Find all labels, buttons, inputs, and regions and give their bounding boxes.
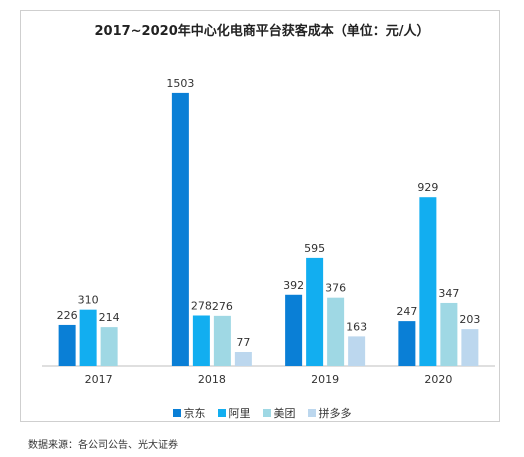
data-label-2017-京东: 226 bbox=[57, 309, 78, 322]
legend-item-美团: 美团 bbox=[262, 405, 296, 421]
bar-2019-美团 bbox=[327, 297, 345, 366]
data-label-2019-美团: 376 bbox=[325, 282, 346, 295]
data-label-2019-拼多多: 163 bbox=[346, 320, 367, 333]
legend-item-阿里: 阿里 bbox=[217, 405, 251, 421]
legend-swatch bbox=[172, 409, 181, 417]
bar-2018-阿里 bbox=[192, 315, 210, 366]
legend-label: 阿里 bbox=[228, 407, 251, 420]
legend-label: 拼多多 bbox=[318, 407, 352, 420]
source-note: 数据来源：各公司公告、光大证券 bbox=[28, 440, 178, 451]
bar-2020-阿里 bbox=[419, 197, 437, 366]
data-label-2017-美团: 214 bbox=[99, 311, 120, 324]
legend-item-京东: 京东 bbox=[172, 405, 206, 421]
legend-label: 京东 bbox=[183, 407, 206, 420]
data-label-2020-阿里: 929 bbox=[417, 181, 438, 194]
bar-2020-京东 bbox=[398, 321, 416, 366]
bar-2018-拼多多 bbox=[234, 352, 252, 366]
data-label-2018-京东: 1503 bbox=[166, 77, 194, 90]
x-tick-label-2018: 2018 bbox=[198, 373, 226, 386]
legend-swatch bbox=[307, 409, 316, 417]
bar-2017-美团 bbox=[100, 327, 118, 366]
bar-2019-拼多多 bbox=[348, 336, 366, 366]
legend-swatch bbox=[217, 409, 226, 417]
data-label-2019-京东: 392 bbox=[283, 279, 304, 292]
bar-2017-阿里 bbox=[79, 309, 97, 366]
x-tick-label-2017: 2017 bbox=[85, 373, 113, 386]
bar-2020-拼多多 bbox=[461, 329, 479, 366]
data-label-2020-美团: 347 bbox=[438, 287, 459, 300]
data-label-2018-拼多多: 77 bbox=[236, 336, 250, 349]
chart-title: 2017~2020年中心化电商平台获客成本（单位：元/人） bbox=[94, 24, 430, 39]
data-label-2020-拼多多: 203 bbox=[459, 313, 480, 326]
x-tick-label-2020: 2020 bbox=[424, 373, 452, 386]
bar-2018-京东 bbox=[171, 92, 189, 366]
x-tick-label-2019: 2019 bbox=[311, 373, 339, 386]
data-label-2020-京东: 247 bbox=[396, 305, 417, 318]
data-label-2017-阿里: 310 bbox=[78, 294, 99, 307]
data-label-2018-阿里: 278 bbox=[191, 299, 212, 312]
bar-2018-美团 bbox=[213, 315, 231, 366]
data-label-2018-美团: 276 bbox=[212, 300, 233, 313]
bar-2019-京东 bbox=[285, 294, 303, 366]
legend: 京东 阿里 美团 拼多多 bbox=[0, 405, 524, 421]
bar-2019-阿里 bbox=[306, 257, 324, 366]
legend-item-拼多多: 拼多多 bbox=[307, 405, 352, 421]
legend-label: 美团 bbox=[273, 407, 296, 420]
legend-swatch bbox=[262, 409, 271, 417]
bar-2017-京东 bbox=[58, 324, 76, 366]
data-label-2019-阿里: 595 bbox=[304, 242, 325, 255]
bar-2020-美团 bbox=[440, 302, 458, 366]
